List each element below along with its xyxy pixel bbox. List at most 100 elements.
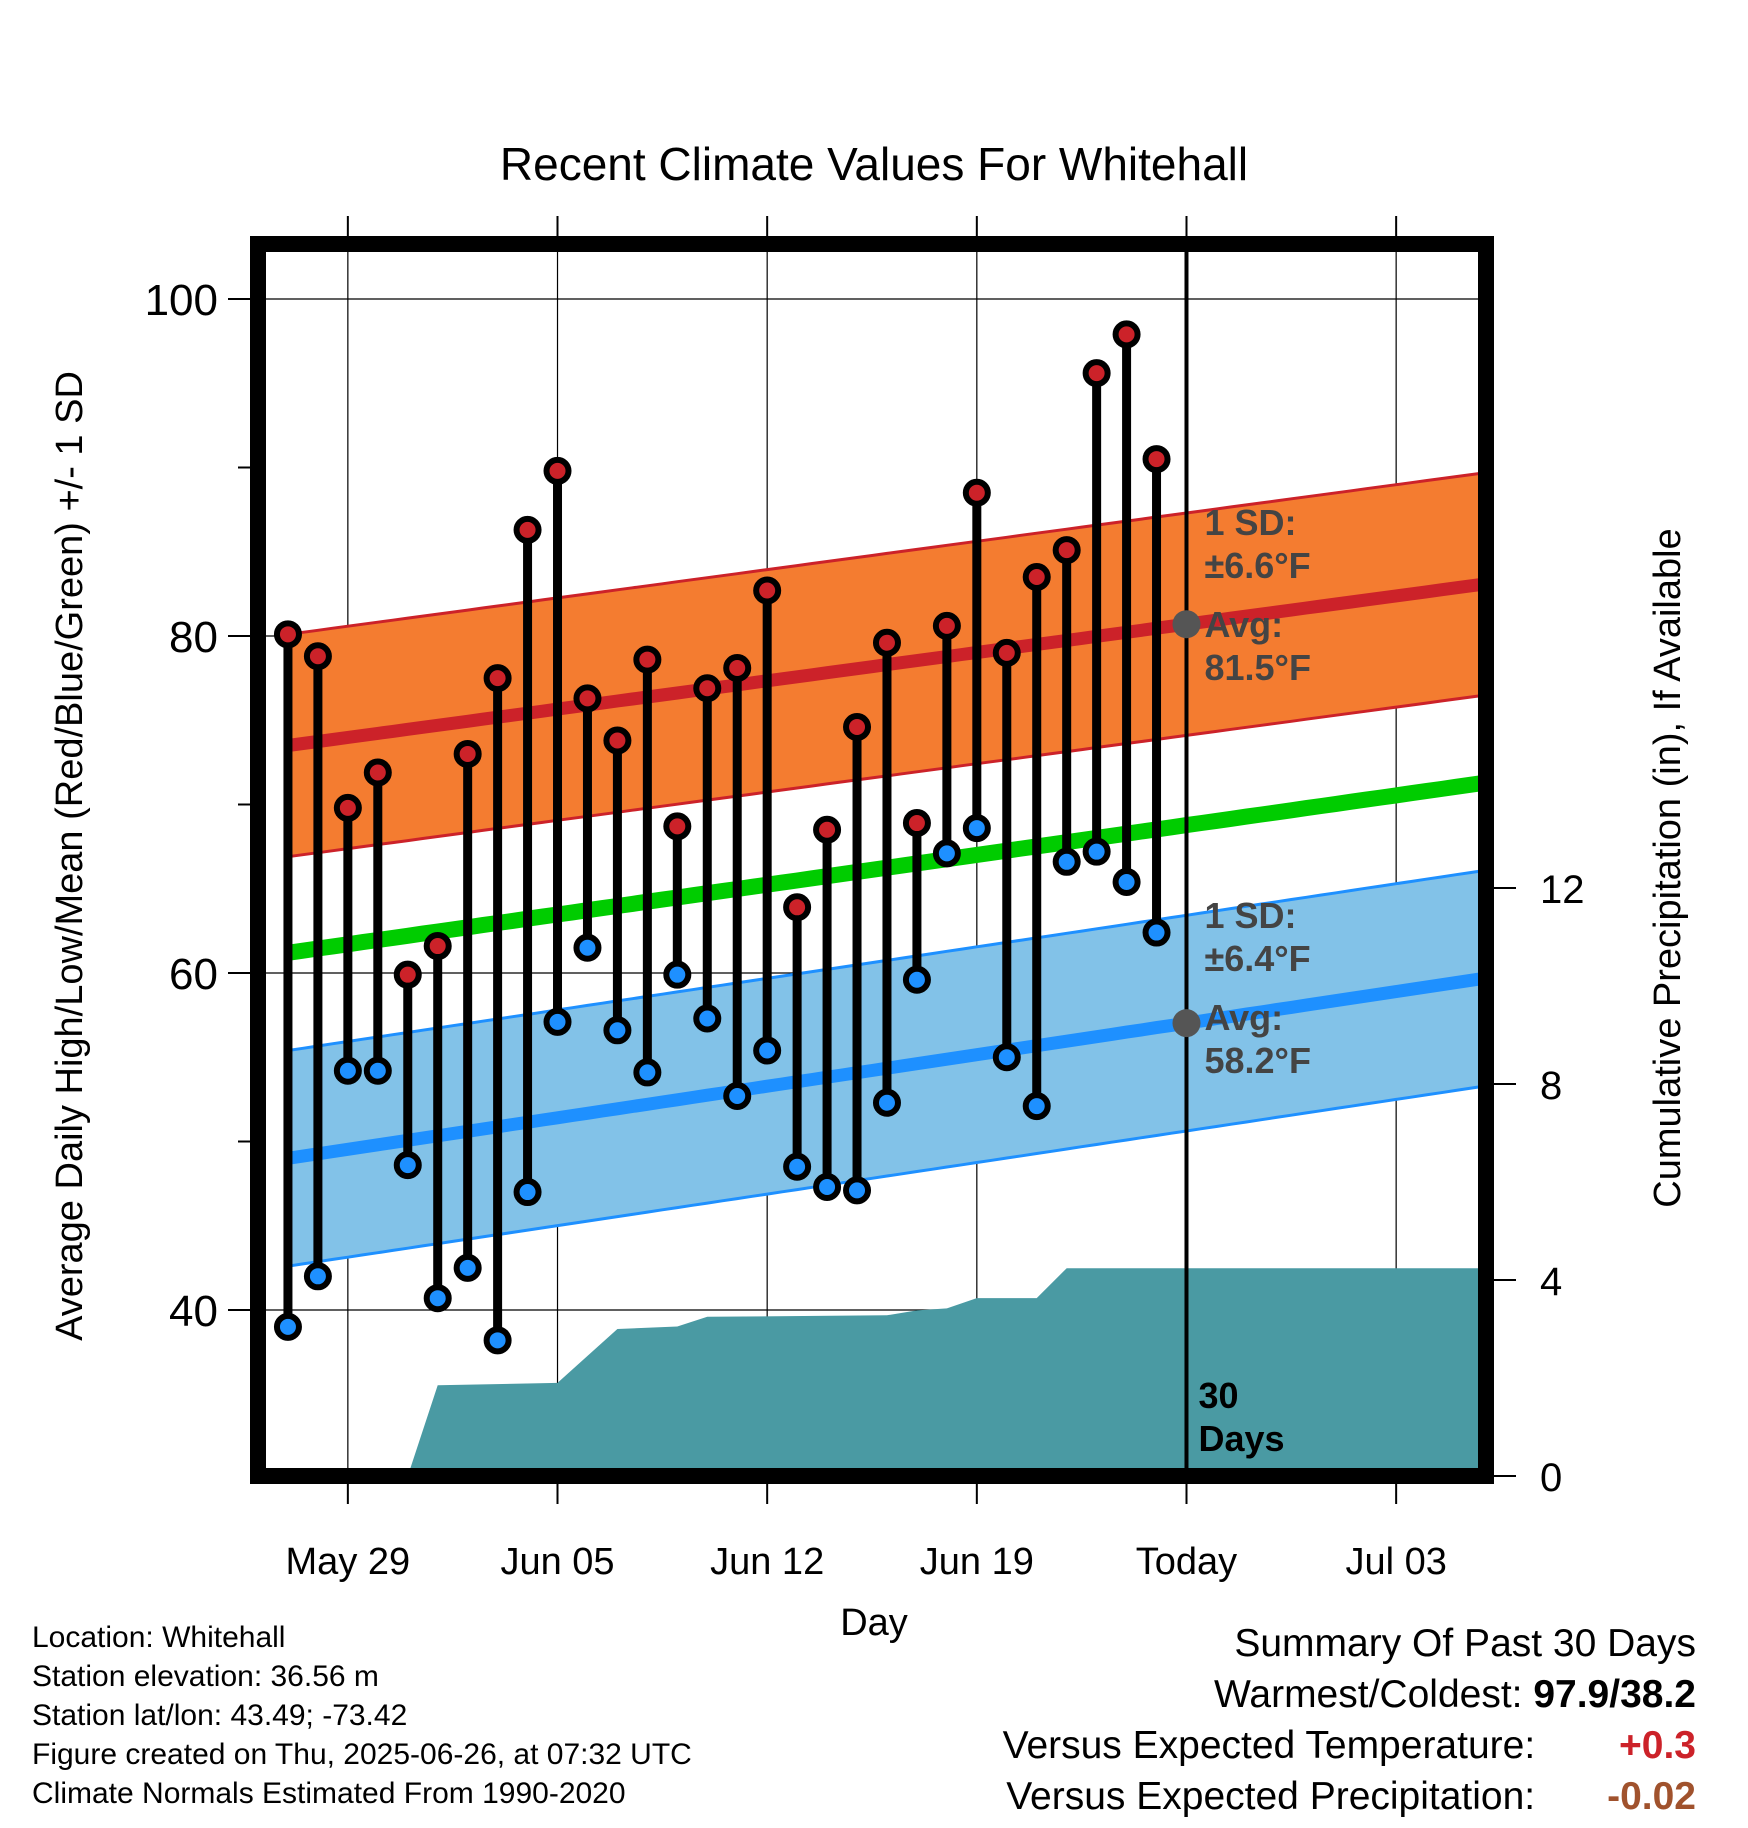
summary-temp: Versus Expected Temperature: +0.3	[1003, 1720, 1696, 1771]
plot-content	[258, 244, 1486, 1476]
normals-text: Climate Normals Estimated From 1990-2020	[32, 1777, 626, 1810]
low-marker-13	[633, 1058, 662, 1087]
high-marker-6	[423, 932, 452, 961]
high-marker-17	[753, 576, 782, 605]
summary-panel: Summary Of Past 30 Days Warmest/Coldest:…	[1003, 1618, 1696, 1822]
today-days-word: Days	[1198, 1418, 1284, 1459]
y-axis-label: Average Daily High/Low/Mean (Red/Blue/Gr…	[49, 371, 91, 1341]
high-marker-28	[1082, 359, 1111, 388]
low-marker-16	[723, 1082, 752, 1111]
x-tick-label-5: Jul 03	[1345, 1541, 1446, 1583]
y2-tick-label-0: 0	[1540, 1456, 1562, 1500]
low-marker-23	[932, 839, 961, 868]
low-marker-6	[423, 1284, 452, 1313]
low-marker-24	[962, 814, 991, 843]
high-marker-7	[453, 739, 482, 768]
high-sd-label: 1 SD:	[1204, 502, 1296, 543]
low-avg-value: 58.2°F	[1204, 1040, 1310, 1081]
high-marker-26	[1022, 563, 1051, 592]
low-marker-30	[1142, 918, 1171, 947]
low-marker-1	[273, 1312, 302, 1341]
summary-title: Summary Of Past 30 Days	[1234, 1622, 1696, 1665]
low-avg-label: Avg:	[1204, 997, 1283, 1038]
precip-value: -0.02	[1607, 1775, 1696, 1818]
daily-stems	[273, 320, 1171, 1355]
high-marker-5	[393, 960, 422, 989]
low-marker-8	[483, 1326, 512, 1355]
temp-label: Versus Expected Temperature:	[1002, 1724, 1536, 1767]
high-marker-11	[573, 684, 602, 713]
y-tick-label-100: 100	[145, 276, 218, 325]
low-marker-5	[393, 1151, 422, 1180]
y-tick-label-80: 80	[169, 613, 218, 662]
warm-cold-label: Warmest/Coldest:	[1214, 1673, 1523, 1716]
high-marker-27	[1052, 536, 1081, 565]
high-avg-label: Avg:	[1204, 604, 1283, 645]
low-marker-3	[333, 1056, 362, 1085]
high-marker-8	[483, 664, 512, 693]
high-marker-12	[603, 726, 632, 755]
x-axis-label: Day	[840, 1602, 908, 1644]
temp-value: +0.3	[1619, 1724, 1696, 1767]
y2-tick-label-8: 8	[1540, 1064, 1562, 1108]
today-low-avg-marker	[1172, 1009, 1201, 1038]
high-sd-upper-line	[287, 471, 1486, 636]
precip-label: Versus Expected Precipitation:	[1006, 1775, 1536, 1818]
y-tick-label-60: 60	[169, 950, 218, 999]
high-marker-10	[543, 456, 572, 485]
y2-axis-label: Cumulative Precipitation (in), If Availa…	[1647, 528, 1689, 1207]
low-marker-15	[693, 1004, 722, 1033]
created-text: Figure created on Thu, 2025-06-26, at 07…	[32, 1738, 692, 1771]
y-tick-label-40: 40	[169, 1287, 218, 1336]
high-marker-23	[932, 611, 961, 640]
latlon-text: Station lat/lon: 43.49; -73.42	[32, 1699, 408, 1732]
x-tick-label-1: Jun 05	[500, 1541, 614, 1583]
x-tick-label-4: Today	[1136, 1541, 1237, 1583]
low-marker-4	[363, 1056, 392, 1085]
high-marker-4	[363, 758, 392, 787]
high-marker-25	[992, 638, 1021, 667]
low-marker-2	[303, 1262, 332, 1291]
low-marker-29	[1112, 868, 1141, 897]
high-marker-22	[902, 809, 931, 838]
y2-tick-label-12: 12	[1540, 868, 1585, 912]
high-marker-2	[303, 642, 332, 671]
high-marker-18	[783, 893, 812, 922]
plot-frame	[250, 236, 1494, 1484]
low-marker-20	[843, 1176, 872, 1205]
low-marker-14	[663, 960, 692, 989]
chart-title: Recent Climate Values For Whitehall	[500, 138, 1248, 190]
low-marker-12	[603, 1016, 632, 1045]
x-tick-label-3: Jun 19	[920, 1541, 1034, 1583]
high-marker-21	[872, 628, 901, 657]
low-marker-17	[753, 1036, 782, 1065]
today-days-number: 30	[1198, 1375, 1238, 1416]
summary-warm-cold: Warmest/Coldest: 97.9/38.2	[1003, 1669, 1696, 1720]
low-sd-label: 1 SD:	[1204, 895, 1296, 936]
high-sd-value: ±6.6°F	[1204, 545, 1310, 586]
warm-cold-value: 97.9/38.2	[1533, 1673, 1696, 1716]
y2-tick-label-4: 4	[1540, 1260, 1562, 1304]
x-tick-label-0: May 29	[286, 1541, 411, 1583]
today-high-avg-marker	[1172, 610, 1201, 639]
high-marker-24	[962, 478, 991, 507]
low-marker-19	[813, 1172, 842, 1201]
low-marker-9	[513, 1178, 542, 1207]
low-marker-28	[1082, 837, 1111, 866]
location-text: Location: Whitehall	[32, 1621, 286, 1654]
low-marker-18	[783, 1152, 812, 1181]
high-avg-value: 81.5°F	[1204, 647, 1310, 688]
low-marker-21	[872, 1088, 901, 1117]
x-tick-label-2: Jun 12	[710, 1541, 824, 1583]
elevation-text: Station elevation: 36.56 m	[32, 1660, 379, 1693]
high-marker-29	[1112, 320, 1141, 349]
low-sd-value: ±6.4°F	[1204, 938, 1310, 979]
axes: May 29 Jun 05 Jun 12 Jun 19 Today Jul 0340608…	[145, 216, 1585, 1583]
high-marker-14	[663, 812, 692, 841]
high-marker-3	[333, 793, 362, 822]
high-marker-9	[513, 515, 542, 544]
low-marker-11	[573, 933, 602, 962]
low-marker-10	[543, 1007, 572, 1036]
